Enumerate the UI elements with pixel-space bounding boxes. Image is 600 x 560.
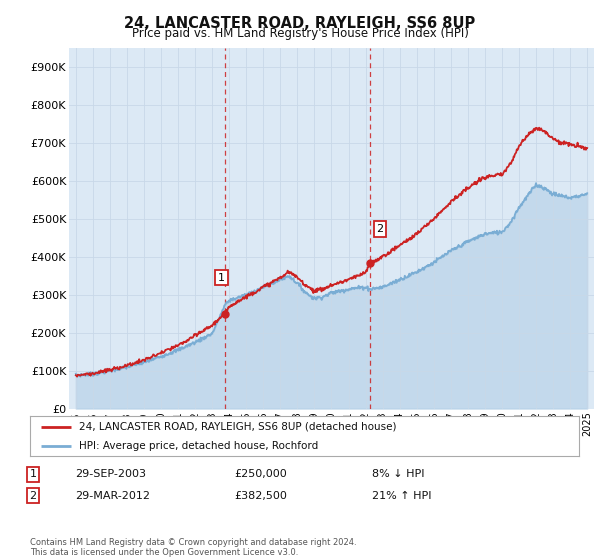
Text: Contains HM Land Registry data © Crown copyright and database right 2024.
This d: Contains HM Land Registry data © Crown c… xyxy=(30,538,356,557)
Text: 2: 2 xyxy=(377,224,383,234)
Text: 21% ↑ HPI: 21% ↑ HPI xyxy=(372,491,431,501)
Text: 1: 1 xyxy=(29,469,37,479)
Text: 29-SEP-2003: 29-SEP-2003 xyxy=(75,469,146,479)
Text: 24, LANCASTER ROAD, RAYLEIGH, SS6 8UP (detached house): 24, LANCASTER ROAD, RAYLEIGH, SS6 8UP (d… xyxy=(79,422,397,432)
Text: 29-MAR-2012: 29-MAR-2012 xyxy=(75,491,150,501)
Text: £382,500: £382,500 xyxy=(234,491,287,501)
Text: 2: 2 xyxy=(29,491,37,501)
Text: 1: 1 xyxy=(218,273,225,283)
Text: Price paid vs. HM Land Registry's House Price Index (HPI): Price paid vs. HM Land Registry's House … xyxy=(131,27,469,40)
Text: 8% ↓ HPI: 8% ↓ HPI xyxy=(372,469,425,479)
Text: £250,000: £250,000 xyxy=(234,469,287,479)
Text: HPI: Average price, detached house, Rochford: HPI: Average price, detached house, Roch… xyxy=(79,441,319,450)
Text: 24, LANCASTER ROAD, RAYLEIGH, SS6 8UP: 24, LANCASTER ROAD, RAYLEIGH, SS6 8UP xyxy=(124,16,476,31)
